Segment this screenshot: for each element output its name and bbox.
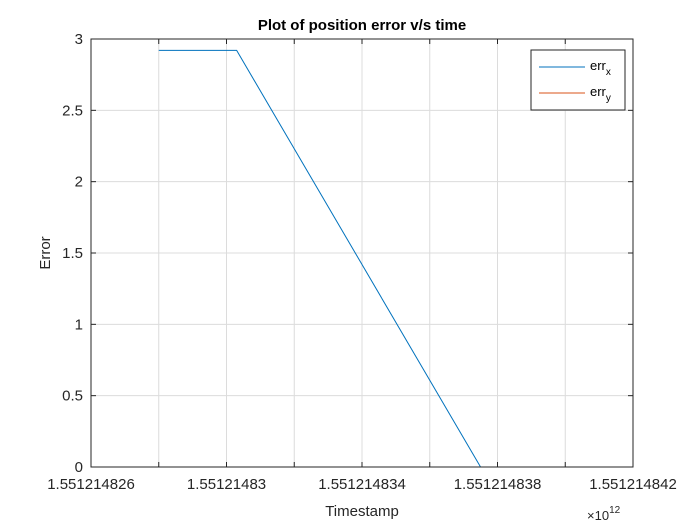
y-tick-label: 0.5 <box>62 388 83 405</box>
x-tick-label: 1.551214834 <box>318 476 406 493</box>
y-axis-label: Error <box>37 236 54 269</box>
legend-label-err-x: errx <box>590 58 611 78</box>
legend-box <box>530 49 626 111</box>
y-tick-label: 0 <box>75 459 83 476</box>
y-tick-label: 1.5 <box>62 245 83 262</box>
x-axis-exponent: ×1012 <box>587 505 621 523</box>
x-tick-label: 1.55121483 <box>187 476 266 493</box>
x-exponent-power: 12 <box>609 505 621 516</box>
x-tick-label: 1.551214838 <box>454 476 542 493</box>
legend-label-base: err <box>590 84 607 99</box>
legend-label-err-y: erry <box>590 84 611 104</box>
y-tick-label: 2.5 <box>62 102 83 119</box>
ticks: 1.551214826 1.55121483 1.551214834 1.551214… <box>47 31 677 493</box>
x-tick-label: 1.551214826 <box>47 476 135 493</box>
chart-title: Plot of position error v/s time <box>258 17 466 34</box>
x-exponent-base: ×10 <box>587 508 609 523</box>
legend-label-subscript: x <box>606 67 611 78</box>
x-axis-label: Timestamp <box>325 503 399 520</box>
legend-label-base: err <box>590 58 607 73</box>
y-tick-label: 1 <box>75 316 83 333</box>
legend-label-subscript: y <box>606 93 611 104</box>
x-tick-label: 1.551214842 <box>589 476 677 493</box>
y-tick-label: 2 <box>75 174 83 191</box>
y-tick-label: 3 <box>75 31 83 48</box>
